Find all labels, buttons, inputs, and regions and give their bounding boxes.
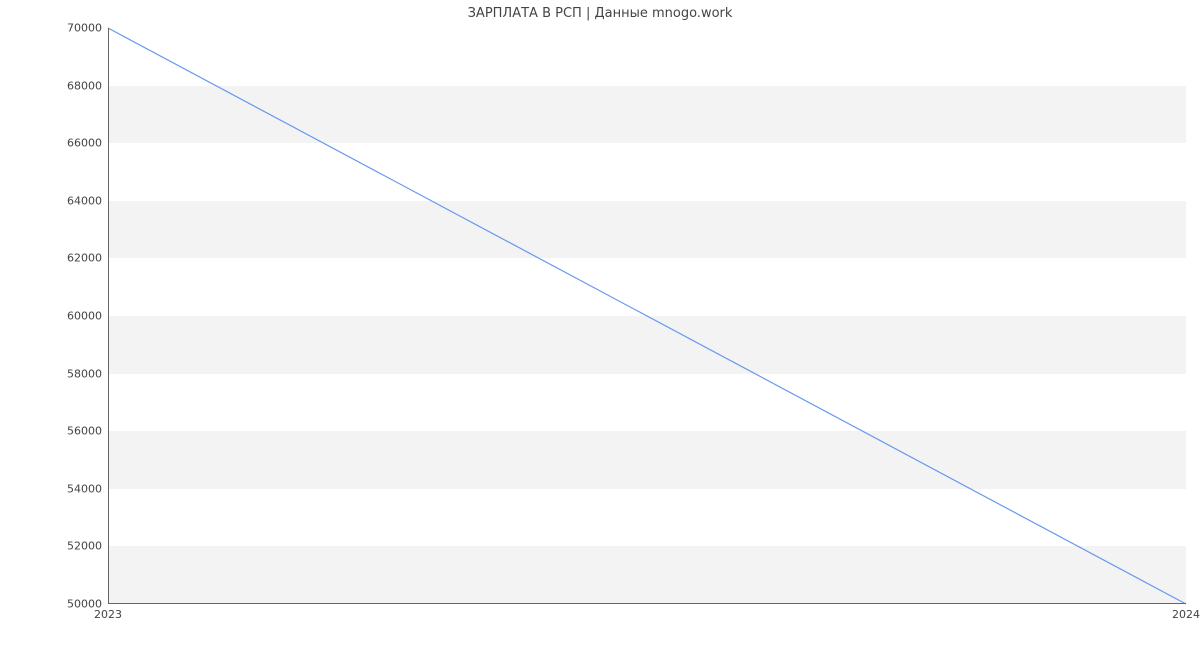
- x-tick-label: 2023: [94, 604, 122, 621]
- y-tick-label: 70000: [67, 22, 108, 35]
- y-tick-label: 56000: [67, 425, 108, 438]
- series-line: [108, 28, 1186, 604]
- y-tick-label: 64000: [67, 194, 108, 207]
- salary-chart: ЗАРПЛАТА В РСП | Данные mnogo.work 50000…: [0, 0, 1200, 650]
- x-tick-label: 2024: [1172, 604, 1200, 621]
- y-axis-line: [108, 28, 109, 604]
- line-layer: [108, 28, 1186, 604]
- chart-title: ЗАРПЛАТА В РСП | Данные mnogo.work: [0, 6, 1200, 21]
- y-tick-label: 54000: [67, 482, 108, 495]
- y-tick-label: 66000: [67, 137, 108, 150]
- x-axis-line: [108, 603, 1186, 604]
- y-tick-label: 52000: [67, 540, 108, 553]
- y-tick-label: 68000: [67, 79, 108, 92]
- y-tick-label: 60000: [67, 310, 108, 323]
- plot-area: 5000052000540005600058000600006200064000…: [108, 28, 1186, 604]
- y-tick-label: 58000: [67, 367, 108, 380]
- y-tick-label: 62000: [67, 252, 108, 265]
